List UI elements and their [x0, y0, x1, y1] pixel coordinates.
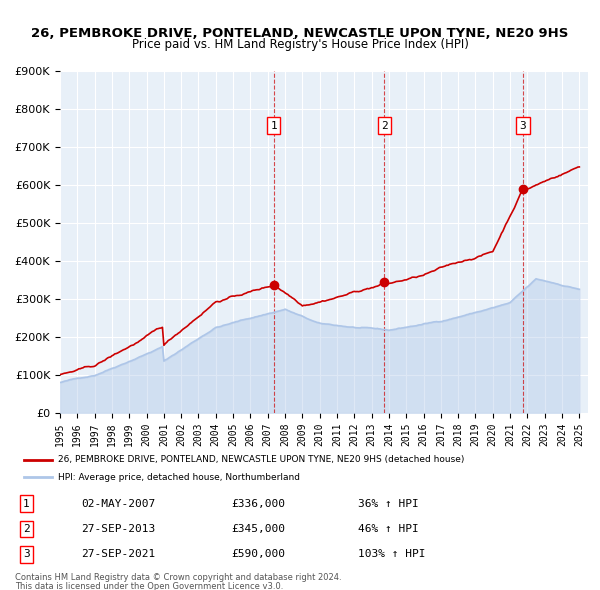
Text: This data is licensed under the Open Government Licence v3.0.: This data is licensed under the Open Gov…: [15, 582, 283, 590]
Text: 26, PEMBROKE DRIVE, PONTELAND, NEWCASTLE UPON TYNE, NE20 9HS (detached house): 26, PEMBROKE DRIVE, PONTELAND, NEWCASTLE…: [58, 455, 464, 464]
Text: 27-SEP-2021: 27-SEP-2021: [81, 549, 155, 559]
Text: 1: 1: [270, 120, 277, 130]
Text: £345,000: £345,000: [231, 524, 285, 534]
Text: £590,000: £590,000: [231, 549, 285, 559]
Text: 02-MAY-2007: 02-MAY-2007: [81, 499, 155, 509]
Text: Contains HM Land Registry data © Crown copyright and database right 2024.: Contains HM Land Registry data © Crown c…: [15, 573, 341, 582]
Text: 103% ↑ HPI: 103% ↑ HPI: [358, 549, 425, 559]
Text: 3: 3: [23, 549, 30, 559]
Text: 36% ↑ HPI: 36% ↑ HPI: [358, 499, 418, 509]
Text: HPI: Average price, detached house, Northumberland: HPI: Average price, detached house, Nort…: [58, 473, 300, 481]
Text: 1: 1: [23, 499, 30, 509]
Text: 26, PEMBROKE DRIVE, PONTELAND, NEWCASTLE UPON TYNE, NE20 9HS: 26, PEMBROKE DRIVE, PONTELAND, NEWCASTLE…: [31, 27, 569, 40]
Text: 46% ↑ HPI: 46% ↑ HPI: [358, 524, 418, 534]
Text: £336,000: £336,000: [231, 499, 285, 509]
Text: 2: 2: [381, 120, 388, 130]
Text: 3: 3: [520, 120, 526, 130]
Text: 27-SEP-2013: 27-SEP-2013: [81, 524, 155, 534]
Text: Price paid vs. HM Land Registry's House Price Index (HPI): Price paid vs. HM Land Registry's House …: [131, 38, 469, 51]
Text: 2: 2: [23, 524, 30, 534]
